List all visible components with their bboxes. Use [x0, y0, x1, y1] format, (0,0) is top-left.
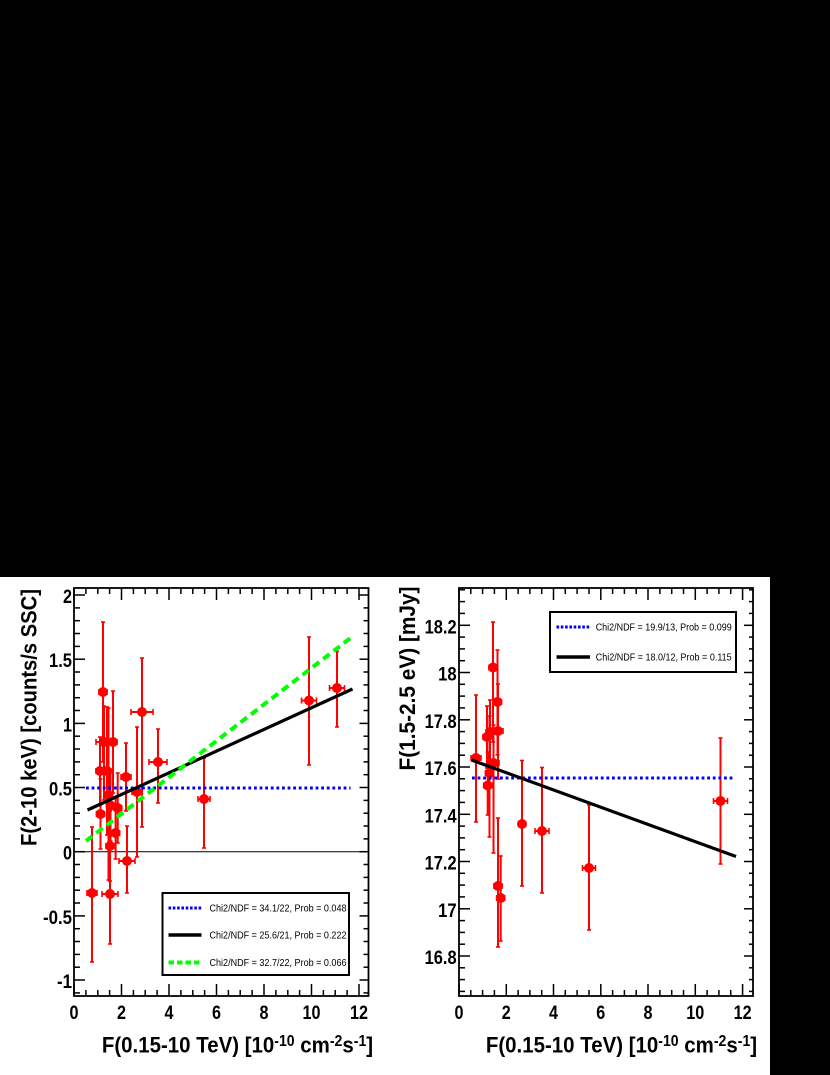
svg-text:1.5: 1.5	[49, 651, 72, 672]
svg-text:8: 8	[260, 1003, 269, 1024]
svg-text:18.2: 18.2	[425, 617, 457, 638]
svg-text:6: 6	[596, 1003, 605, 1024]
svg-text:2: 2	[502, 1003, 511, 1024]
svg-text:2: 2	[63, 587, 72, 608]
svg-text:18: 18	[438, 665, 457, 686]
svg-text:Chi2/NDF = 32.7/22, Prob = 0.0: Chi2/NDF = 32.7/22, Prob = 0.066	[210, 957, 347, 969]
svg-text:Chi2/NDF = 34.1/22, Prob = 0.0: Chi2/NDF = 34.1/22, Prob = 0.048	[210, 903, 347, 915]
svg-text:1: 1	[63, 715, 72, 736]
svg-text:17.6: 17.6	[425, 759, 457, 780]
svg-text:0: 0	[63, 844, 72, 865]
svg-text:Chi2/NDF = 19.9/13, Prob = 0.0: Chi2/NDF = 19.9/13, Prob = 0.099	[596, 622, 732, 634]
svg-text:-1: -1	[57, 972, 72, 993]
svg-text:Chi2/NDF = 18.0/12, Prob = 0.1: Chi2/NDF = 18.0/12, Prob = 0.115	[596, 652, 732, 664]
svg-text:10: 10	[303, 1003, 321, 1024]
svg-text:F(0.15-10 TeV) [10-10 cm-2s-1]: F(0.15-10 TeV) [10-10 cm-2s-1]	[486, 1033, 757, 1058]
svg-text:F(0.15-10 TeV) [10-10 cm-2s-1]: F(0.15-10 TeV) [10-10 cm-2s-1]	[102, 1033, 373, 1058]
svg-text:0.5: 0.5	[49, 780, 72, 801]
svg-text:4: 4	[549, 1003, 558, 1024]
svg-text:17.4: 17.4	[425, 806, 457, 827]
svg-text:10: 10	[686, 1003, 704, 1024]
svg-text:17.2: 17.2	[425, 854, 457, 875]
svg-text:17.8: 17.8	[425, 712, 457, 733]
svg-text:0: 0	[455, 1003, 464, 1024]
svg-text:0: 0	[70, 1003, 79, 1024]
svg-text:12: 12	[734, 1003, 752, 1024]
svg-text:4: 4	[165, 1003, 174, 1024]
svg-text:Chi2/NDF = 25.6/21, Prob = 0.2: Chi2/NDF = 25.6/21, Prob = 0.222	[210, 930, 347, 942]
svg-text:F(1.5-2.5 eV) [mJy]: F(1.5-2.5 eV) [mJy]	[395, 587, 420, 771]
svg-text:8: 8	[644, 1003, 653, 1024]
svg-text:12: 12	[350, 1003, 368, 1024]
svg-text:6: 6	[212, 1003, 221, 1024]
svg-text:17: 17	[438, 901, 457, 922]
svg-text:-0.5: -0.5	[43, 908, 72, 929]
svg-text:F(2-10 keV) [counts/s SSC]: F(2-10 keV) [counts/s SSC]	[17, 589, 42, 846]
svg-text:16.8: 16.8	[425, 948, 457, 969]
svg-text:2: 2	[117, 1003, 126, 1024]
